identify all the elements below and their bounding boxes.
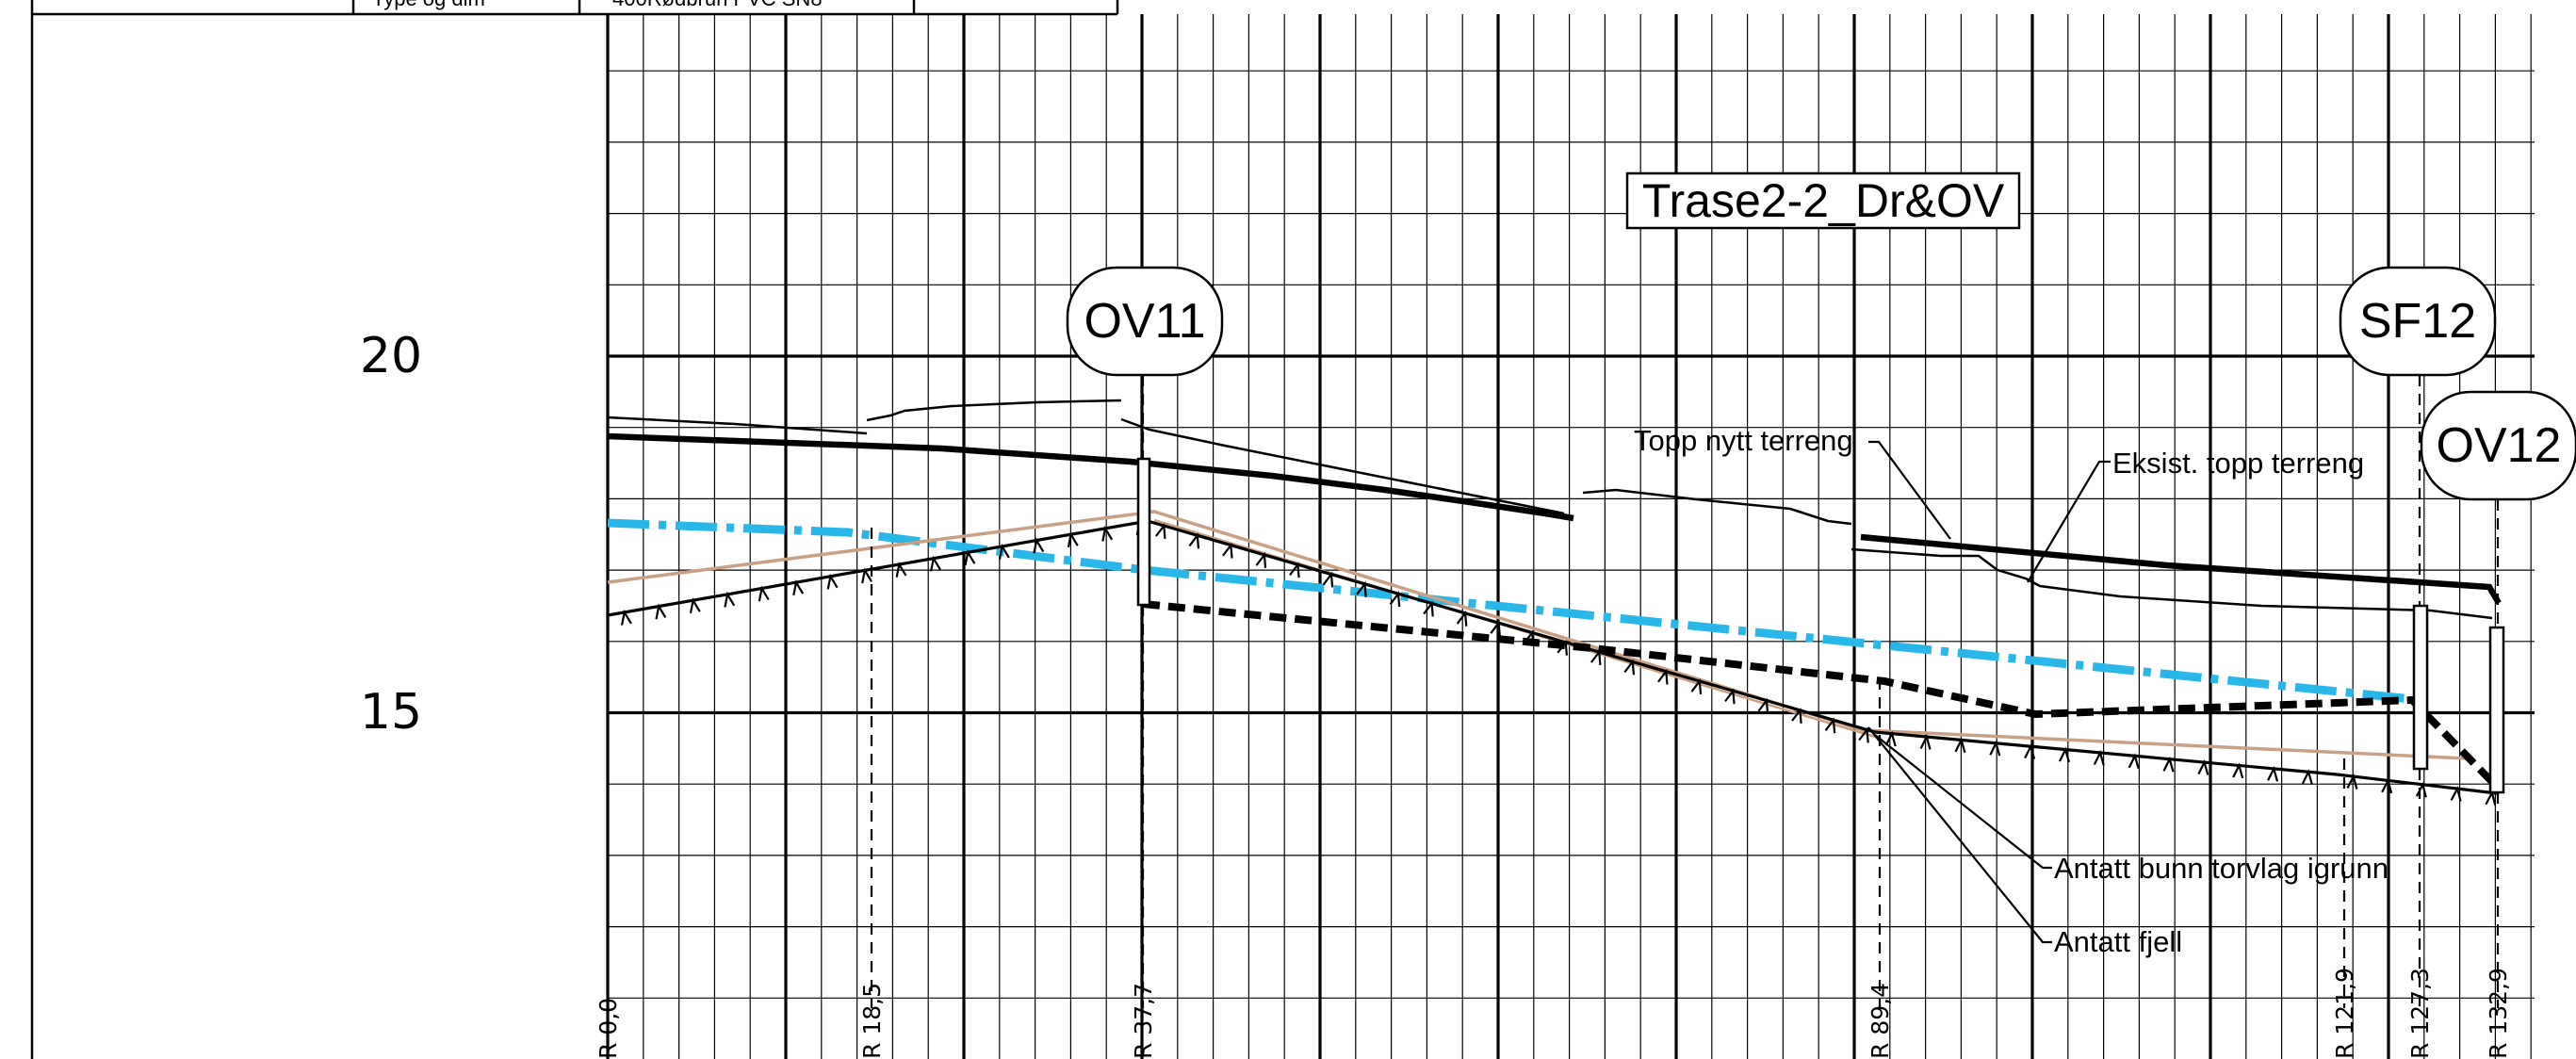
bedrock-hatch-tick [2381,777,2393,794]
station-label: R 18,5 [858,983,886,1059]
bedrock-hatch-tick [895,561,907,578]
bedrock-hatch-tick [930,555,941,572]
node-sf12: SF12 [2339,266,2497,606]
station-label: R 89,4 [1867,983,1894,1059]
station-markers: R 0,0 R 18,5 R 37,7 R 89,4 R 121,9 R 127,3 R 1… [595,528,2512,1059]
bedrock-hatch-tick [689,597,701,614]
new-terrain-line-east [1860,533,2502,605]
bedrock-hatch-tick [2346,774,2358,790]
annotation-new-terrain-text: Topp nytt terreng [1634,424,1853,457]
manhole-sf12 [2412,604,2429,771]
node-ov11: OV11 [1066,266,1224,459]
existing-terrain-segment-4 [1582,488,1852,526]
annotation-existing-terrain: Eksist. topp terreng [2027,447,2364,583]
node-sf12-label: SF12 [2359,294,2476,349]
bedrock-hatch-tick [1356,580,1367,597]
node-ov12-label: OV12 [2437,418,2562,473]
bedrock-hatch-tick [758,585,770,602]
annotation-existing-terrain-text: Eksist. topp terreng [2112,447,2364,480]
manhole-ov11 [1136,457,1151,607]
bedrock-hatch-tick [1322,571,1334,588]
bedrock-hatch-tick [1557,639,1568,656]
bedrock-hatch-tick [792,579,805,595]
annotation-bedrock-text: Antatt fjell [2054,925,2182,958]
annotation-peat-bottom: Antatt bunn torvlag igrunn [1874,734,2389,885]
bedrock-hatch-tick [2093,749,2105,766]
bedrock-hatch-tick [2267,765,2279,782]
station-label: R 127,3 [2406,968,2434,1059]
bedrock-hatch-tick [1188,532,1200,549]
node-ov11-label: OV11 [1084,294,1205,349]
profile-title-text: Trase2-2_Dr&OV [1642,174,2005,227]
bedrock-hatch [620,519,2497,806]
bedrock-hatch-tick [1657,668,1669,685]
bedrock-hatch-tick [1858,726,1869,743]
bedrock-hatch-tick [1222,542,1233,559]
bedrock-hatch-tick [1067,531,1079,548]
station-label: R 37,7 [1130,983,1157,1059]
bedrock-hatch-tick [1255,552,1267,568]
bedrock-hatch-tick [1423,600,1434,617]
bedrock-hatch-tick [1884,730,1897,747]
bedrock-hatch-tick [998,543,1010,560]
bedrock-hatch-tick [2128,753,2140,770]
bedrock-hatch-tick [1690,678,1703,694]
bedrock-hatch-tick [1623,659,1636,676]
bedrock-hatch-tick [964,549,976,566]
design-line [607,510,2467,760]
bedrock-hatch-tick [826,573,839,590]
bedrock-hatch-tick [2162,756,2175,773]
elevation-label-15: 15 [360,684,422,741]
bedrock-hatch-tick [1989,740,2001,757]
bedrock-hatch-tick [861,567,872,584]
existing-terrain-line [607,415,868,435]
profile-title: Trase2-2_Dr&OV [1625,171,2021,230]
bedrock-hatch-tick [1389,591,1401,608]
existing-terrain-segment-5 [1850,547,2493,620]
annotation-peat-bottom-text: Antatt bunn torvlag igrunn [2054,852,2389,885]
bedrock-hatch-tick [2301,769,2313,785]
bedrock-hatch-tick [2024,743,2036,759]
bedrock-hatch-tick [1289,562,1300,578]
bedrock-hatch-tick [2450,786,2462,802]
bedrock-hatch-tick [1791,707,1802,724]
bedrock-hatch-tick [1724,688,1736,705]
bedrock-hatch-tick [1490,620,1501,637]
existing-terrain-segment-3 [1120,417,1565,515]
pipe-line [1142,600,2500,790]
annotation-bedrock: Antatt fjell [1867,726,2182,958]
existing-terrain-segment-2 [866,399,1122,422]
annotation-new-terrain: Topp nytt terreng [1634,424,1951,540]
header-row-label: Type og dim [372,0,485,10]
bedrock-hatch-tick [1919,733,1932,750]
profile-grid [606,14,2535,1059]
manhole-ov12 [2488,626,2505,794]
bedrock-hatch-tick [724,591,736,608]
bedrock-hatch-tick [1101,525,1114,542]
elevation-label-20: 20 [360,328,422,384]
bedrock-hatch-tick [1033,537,1045,554]
bedrock-line [607,519,2498,795]
new-terrain-line [607,432,1574,522]
node-ov12: OV12 [2420,390,2576,627]
station-label: R 0,0 [595,998,622,1059]
bedrock-hatch-tick [655,603,667,620]
station-label: R 121,9 [2331,968,2358,1059]
bedrock-hatch-tick [1154,523,1166,539]
bedrock-hatch-tick [2232,762,2244,779]
station-label: R 132,9 [2485,968,2512,1059]
header-row-value: 400Rødbrun PVC SN8 [612,0,823,10]
elevation-axis: 20 15 [360,328,422,741]
bedrock-hatch-tick [1954,737,1966,754]
bedrock-hatch-tick [1757,697,1769,714]
bedrock-hatch-tick [1824,717,1836,734]
header-table: Type og dim 400Rødbrun PVC SN8 [30,0,1119,1059]
bedrock-hatch-tick [2197,759,2209,775]
bedrock-hatch-tick [1456,610,1468,627]
water-level-line [607,518,2422,705]
bedrock-hatch-tick [2058,746,2070,763]
bedrock-hatch-tick [2485,790,2497,806]
bedrock-hatch-tick [620,609,632,626]
